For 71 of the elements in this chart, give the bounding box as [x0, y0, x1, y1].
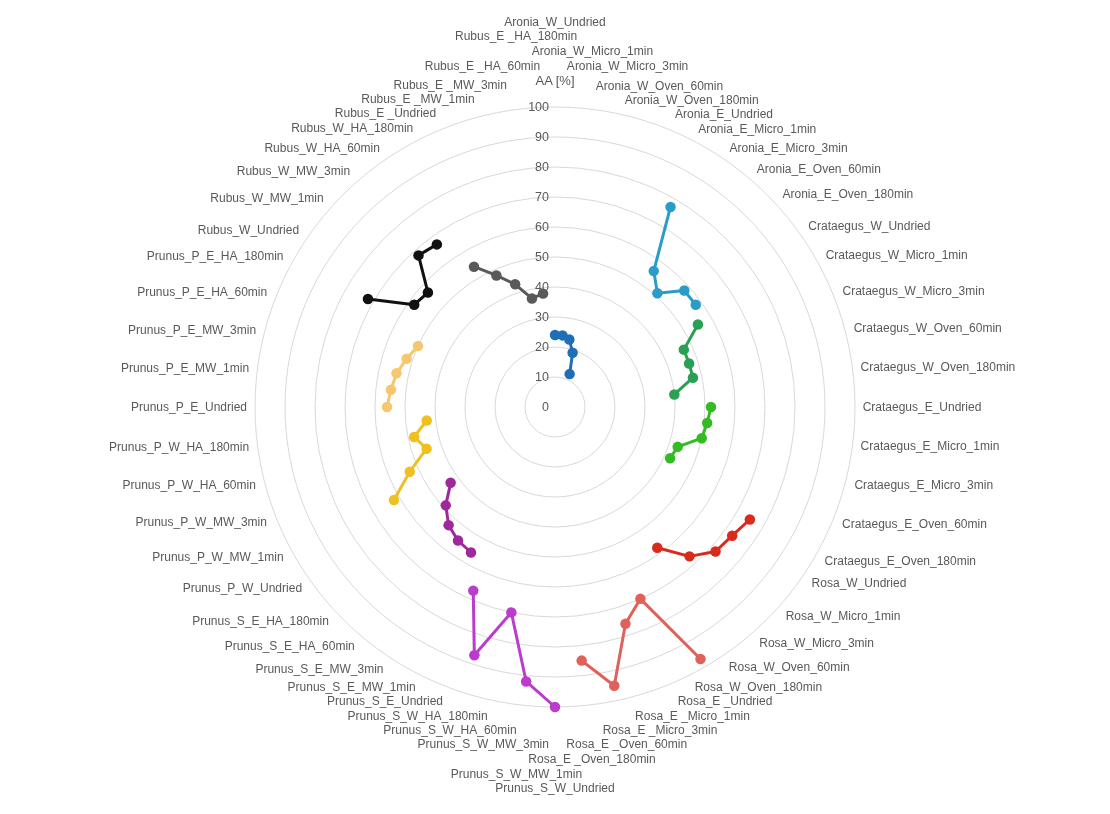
y-tick-label: 80 [535, 160, 550, 174]
spoke-label: Rubus_E _MW_3min [393, 77, 507, 92]
spoke-label: Prunus_P_E_MW_1min [121, 361, 250, 376]
spoke-label: Rosa_W_Oven_60min [728, 660, 850, 675]
spoke-label: Crataegus_W_Oven_60min [853, 320, 1002, 335]
spoke-label: Prunus_S_E_Undried [326, 694, 444, 709]
spoke-label: Rosa_E _Oven_60min [566, 737, 688, 752]
spoke-label: Prunus_S_W_Undried [495, 781, 615, 795]
spoke-label: Prunus_P_E_HA_60min [137, 285, 268, 300]
spoke-label: Prunus_S_W_MW_1min [450, 766, 583, 781]
spoke-label: Crataegus_E_Undried [862, 400, 982, 414]
spoke-label: Rosa_W_Micro_1min [785, 609, 901, 624]
spoke-label: Rubus_W_MW_3min [236, 164, 351, 179]
spoke-label: Rubus_W_HA_60min [264, 141, 380, 156]
spoke-label: Prunus_P_E_HA_180min [146, 248, 284, 263]
y-tick-label: 10 [535, 370, 550, 384]
spoke-label: Prunus_S_W_HA_60min [383, 723, 517, 738]
spoke-label: Crataegus_E_Oven_180min [824, 553, 977, 568]
spoke-label: Rosa_E _Undried [677, 694, 773, 709]
spoke-label: Prunus_P_W_MW_1min [152, 550, 284, 565]
spoke-label: Aronia_E_Oven_180min [782, 187, 914, 202]
spoke-label: Crataegus_W_Oven_180min [860, 359, 1016, 374]
y-tick-label: 50 [535, 250, 550, 264]
spoke-label: Aronia_E_Micro_1min [698, 121, 817, 136]
y-tick-label: 20 [535, 340, 550, 354]
spoke-label: Prunus_P_W_HA_180min [109, 439, 250, 454]
spoke-label: Rosa_W_Oven_180min [694, 679, 823, 694]
spoke-label: Crataegus_E_Oven_60min [842, 516, 987, 531]
spoke-label: Aronia_W_Micro_1min [531, 43, 654, 58]
spoke-label: Prunus_P_E_MW_3min [128, 322, 257, 337]
y-tick-label: 30 [535, 310, 550, 324]
spoke-label: Rosa_W_Micro_3min [759, 635, 874, 650]
spoke-label: Prunus_S_W_HA_180min [347, 708, 488, 723]
spoke-label: Rosa_W_Undried [811, 575, 907, 590]
text: AA [%] [535, 73, 575, 88]
spoke-label: Aronia_E_Micro_3min [729, 140, 848, 155]
spoke-label: Rubus_E _HA_180min [454, 29, 578, 44]
spoke-label: Prunus_P_E_Undried [130, 400, 248, 414]
spoke-label: Aronia_E_Oven_60min [756, 162, 881, 177]
spoke-label: Aronia_W_Oven_60min [595, 78, 724, 93]
spoke-label: Prunus_S_W_MW_3min [417, 737, 549, 752]
spoke-label: Rosa_E _Micro_1min [635, 708, 750, 723]
spoke-label: Aronia_W_Undried [504, 15, 606, 29]
spoke-label: Prunus_S_E_MW_3min [255, 661, 384, 676]
spoke-label: Crataegus_E_Micro_1min [860, 439, 1000, 454]
spoke-label: Rubus_E _MW_1min [361, 92, 475, 107]
spoke-label: Prunus_S_E_HA_60min [224, 638, 355, 653]
spoke-label: Crataegus_W_Undried [808, 218, 931, 233]
spoke-label: Crataegus_W_Micro_3min [842, 283, 985, 298]
spoke-label: Prunus_P_W_Undried [182, 580, 303, 595]
spoke-label: Prunus_S_E_HA_180min [192, 613, 329, 628]
spoke-label: Aronia_E_Undried [674, 107, 774, 122]
spoke-label: Prunus_S_E_MW_1min [287, 679, 416, 694]
y-tick-label: 60 [535, 220, 550, 234]
spoke-label: Rosa_E _Micro_3min [602, 723, 718, 738]
spoke-label: Rubus_W_Undried [197, 223, 300, 237]
spoke-label: Crataegus_W_Micro_1min [825, 247, 968, 262]
y-tick-label: 100 [528, 100, 550, 114]
spoke-label: Crataegus_E_Micro_3min [854, 478, 994, 493]
spoke-label: Rubus_E _HA_60min [424, 58, 541, 73]
spoke-label: Aronia_W_Micro_3min [566, 58, 689, 73]
spoke-label: Rubus_W_MW_1min [210, 190, 324, 205]
y-tick-label: 90 [535, 130, 550, 144]
spoke-label: Rubus_E _Undried [334, 106, 437, 121]
spoke-label: Prunus_P_W_MW_3min [135, 514, 267, 529]
spoke-label: Aronia_W_Oven_180min [624, 93, 759, 108]
spoke-label: Rosa_E _Oven_180min [528, 752, 656, 767]
spoke-label: Prunus_P_W_HA_60min [122, 477, 256, 492]
y-tick-label: 70 [535, 190, 550, 204]
spoke-label: Rubus_W_HA_180min [291, 120, 414, 135]
y-tick-label: 0 [542, 400, 550, 414]
